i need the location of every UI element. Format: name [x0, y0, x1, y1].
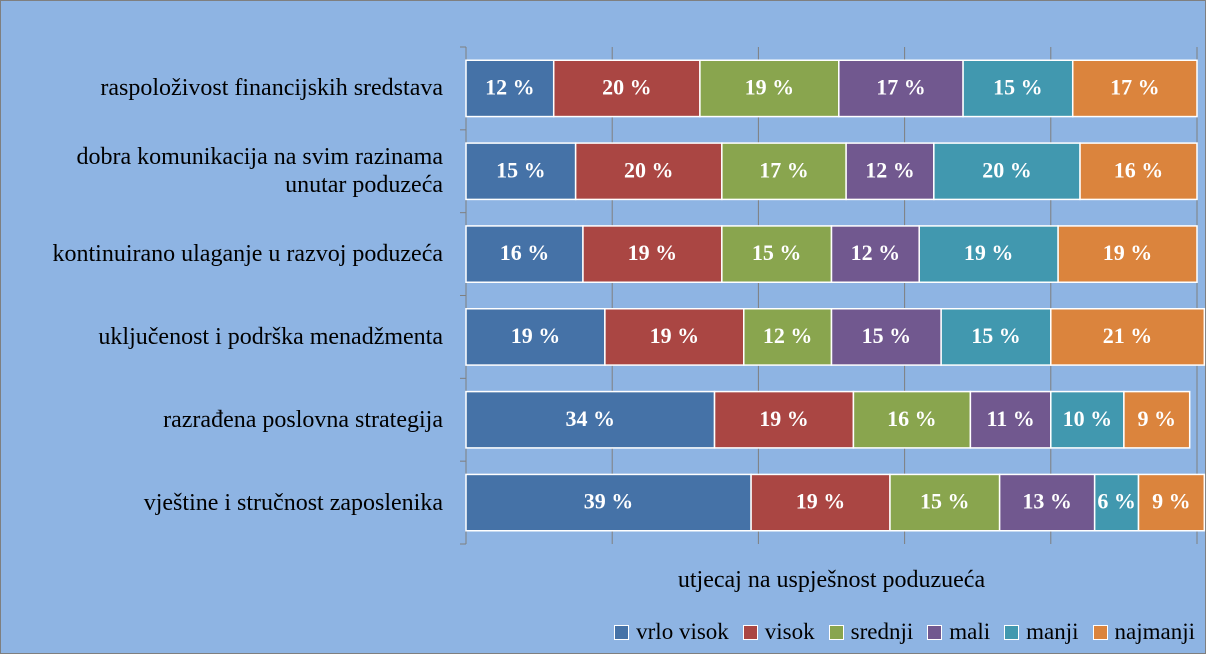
value-label: 13 % [1022, 489, 1072, 514]
bar-segment [838, 59, 964, 118]
value-label: 12 % [763, 323, 813, 348]
legend-label: mali [949, 619, 991, 644]
bar-segment [1079, 142, 1198, 201]
value-label: 17 % [876, 74, 926, 99]
bar-segment [604, 308, 745, 366]
bar-segment [465, 473, 752, 532]
value-label: 19 % [511, 323, 561, 348]
legend-item: najmanji [1092, 619, 1195, 645]
bar-segment [830, 308, 942, 366]
value-label: 15 % [752, 240, 802, 265]
bar-segment [699, 59, 840, 118]
bar-segment [1071, 59, 1198, 118]
value-label: 19 % [759, 406, 809, 431]
value-label: 20 % [602, 74, 652, 99]
value-label: 39 % [584, 489, 634, 514]
value-label: 12 % [851, 240, 901, 265]
bar-segment [1093, 473, 1140, 532]
bar-segment [582, 225, 723, 283]
legend-swatch [1004, 624, 1020, 640]
bar-segment [852, 390, 972, 449]
bar-segment [713, 390, 855, 449]
legend-swatch [828, 624, 844, 640]
value-label: 19 % [796, 489, 846, 514]
bar-segment [889, 473, 1001, 532]
value-label: 17 % [759, 157, 809, 182]
value-label: 15 % [862, 323, 912, 348]
value-label: 12 % [485, 74, 535, 99]
bar-segment [933, 142, 1081, 201]
legend-swatch [614, 624, 630, 640]
category-label: dobra komunikacija na svim razinama unut… [76, 144, 443, 199]
value-label: 19 % [745, 74, 795, 99]
bar-segment [1050, 390, 1125, 449]
value-label: 16 % [500, 240, 550, 265]
value-label: 6 % [1097, 489, 1136, 514]
bar-segment [1057, 225, 1198, 283]
legend-item: manji [1004, 619, 1079, 645]
value-label: 21 % [1103, 323, 1153, 348]
bar-segment [552, 59, 701, 118]
value-label: 12 % [865, 157, 915, 182]
bar-segment [465, 390, 716, 449]
value-label: 19 % [650, 323, 700, 348]
legend-swatch [927, 624, 943, 640]
legend-label: srednji [850, 619, 914, 644]
category-label: uključenost i podrška menadžmenta [98, 323, 443, 350]
value-label: 15 % [920, 489, 970, 514]
x-axis-label: utjecaj na uspješnost poduzueća [677, 567, 986, 593]
bar-segment [1050, 308, 1206, 366]
value-label: 15 % [971, 323, 1021, 348]
bar-segment [465, 225, 584, 283]
legend-label: manji [1026, 619, 1079, 644]
legend-label: vrlo visok [636, 619, 729, 644]
value-label: 11 % [986, 406, 1034, 431]
category-label: raspoloživost financijskih sredstava [100, 75, 443, 102]
legend-item: mali [927, 619, 990, 645]
legend-item: vrlo visok [614, 619, 729, 645]
bar-segment [830, 225, 920, 283]
legend-label: visok [764, 619, 815, 644]
value-label: 16 % [1114, 157, 1164, 182]
value-label: 9 % [1152, 489, 1191, 514]
legend-label: najmanji [1114, 619, 1195, 644]
value-label: 20 % [624, 157, 674, 182]
category-label: vještine i stručnost zaposlenika [143, 489, 443, 516]
legend-item: visok [742, 619, 815, 645]
legend-swatch [1092, 624, 1108, 640]
bar-segment [918, 225, 1059, 283]
bar-segment [940, 308, 1052, 366]
legend-item: srednji [828, 619, 914, 645]
bar-segment [1137, 473, 1206, 532]
bar-segment [721, 225, 833, 283]
legend: vrlo visok visok srednji mali manji najmanji [614, 619, 1195, 645]
value-label: 34 % [566, 406, 616, 431]
value-label: 19 % [964, 240, 1014, 265]
value-label: 15 % [496, 157, 546, 182]
value-label: 19 % [1103, 240, 1153, 265]
bar-segment [998, 473, 1096, 532]
value-label: 20 % [982, 157, 1032, 182]
value-label: 17 % [1110, 74, 1160, 99]
value-label: 16 % [887, 406, 937, 431]
value-label: 19 % [628, 240, 678, 265]
legend-swatch [742, 624, 758, 640]
category-label: razrađena poslovna strategija [163, 406, 443, 433]
value-label: 9 % [1138, 406, 1177, 431]
bar-segment [743, 308, 833, 366]
bar-segment [1123, 390, 1191, 449]
bar-segment [721, 142, 847, 201]
category-label: kontinuirano ulaganje u razvoj poduzeća [52, 241, 443, 268]
bar-segment [465, 142, 577, 201]
value-label: 10 % [1063, 406, 1113, 431]
value-label: 15 % [993, 74, 1043, 99]
bar-segment [750, 473, 891, 532]
